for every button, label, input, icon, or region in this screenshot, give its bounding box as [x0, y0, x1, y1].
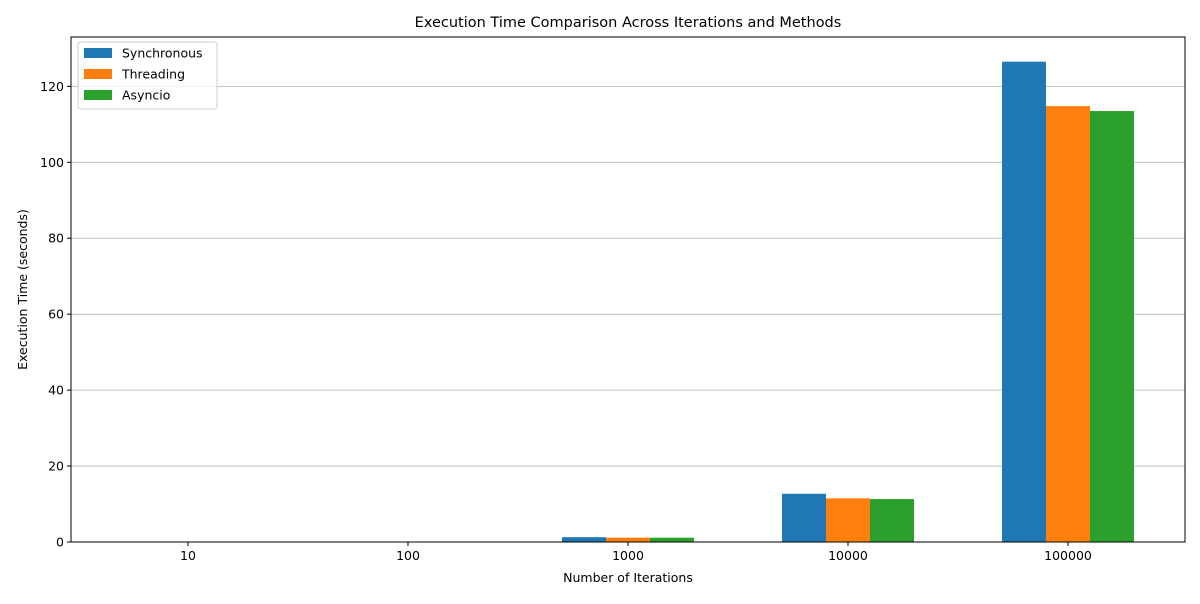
x-tick-label: 100 — [396, 548, 420, 563]
bar-asyncio-100000 — [1090, 111, 1134, 542]
x-tick-label: 1000 — [612, 548, 644, 563]
y-tick-label: 40 — [48, 383, 64, 398]
y-axis-label: Execution Time (seconds) — [15, 209, 30, 370]
bar-synchronous-1000 — [562, 537, 606, 542]
chart-title: Execution Time Comparison Across Iterati… — [415, 15, 842, 31]
bar-asyncio-1000 — [650, 538, 694, 542]
x-tick-label: 100000 — [1044, 548, 1092, 563]
x-axis: 10 100 1000 10000 100000 — [180, 542, 1092, 563]
bar-threading-100000 — [1046, 106, 1090, 542]
bar-threading-1000 — [606, 538, 650, 542]
legend-label-threading: Threading — [121, 67, 185, 82]
y-tick-label: 100 — [40, 155, 64, 170]
legend-swatch-synchronous — [84, 48, 112, 58]
x-tick-label: 10 — [180, 548, 196, 563]
y-tick-label: 0 — [56, 535, 64, 550]
legend-label-asyncio: Asyncio — [122, 88, 170, 103]
y-tick-label: 120 — [40, 79, 64, 94]
legend: Synchronous Threading Asyncio — [78, 42, 217, 109]
y-tick-label: 20 — [48, 459, 64, 474]
bar-synchronous-100000 — [1002, 62, 1046, 542]
legend-swatch-threading — [84, 69, 112, 79]
x-axis-label: Number of Iterations — [563, 570, 693, 585]
bar-synchronous-10000 — [782, 494, 826, 542]
legend-label-synchronous: Synchronous — [122, 46, 203, 61]
y-tick-label: 60 — [48, 307, 64, 322]
y-tick-label: 80 — [48, 231, 64, 246]
x-tick-label: 10000 — [828, 548, 868, 563]
bars — [122, 62, 1134, 542]
y-axis: 0 20 40 60 80 100 120 — [40, 79, 71, 550]
bar-threading-10000 — [826, 498, 870, 542]
legend-swatch-asyncio — [84, 90, 112, 100]
bar-asyncio-10000 — [870, 499, 914, 542]
